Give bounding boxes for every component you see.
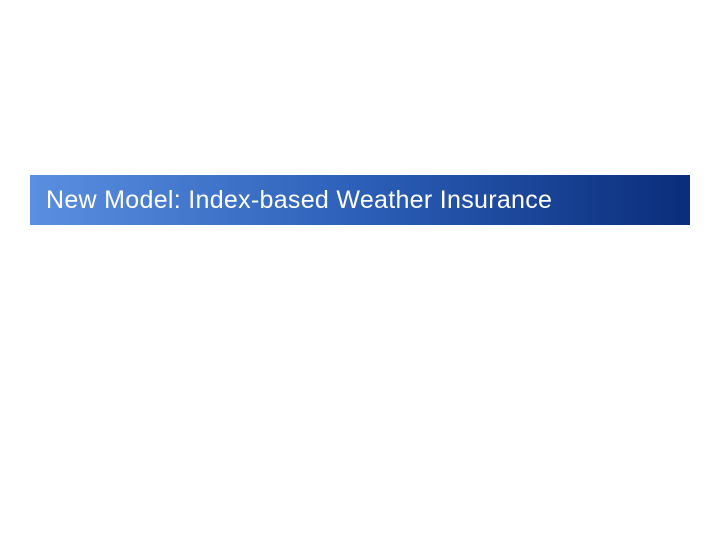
slide-title: New Model: Index-based Weather Insurance: [46, 186, 552, 215]
slide-title-box: New Model: Index-based Weather Insurance: [30, 175, 690, 225]
